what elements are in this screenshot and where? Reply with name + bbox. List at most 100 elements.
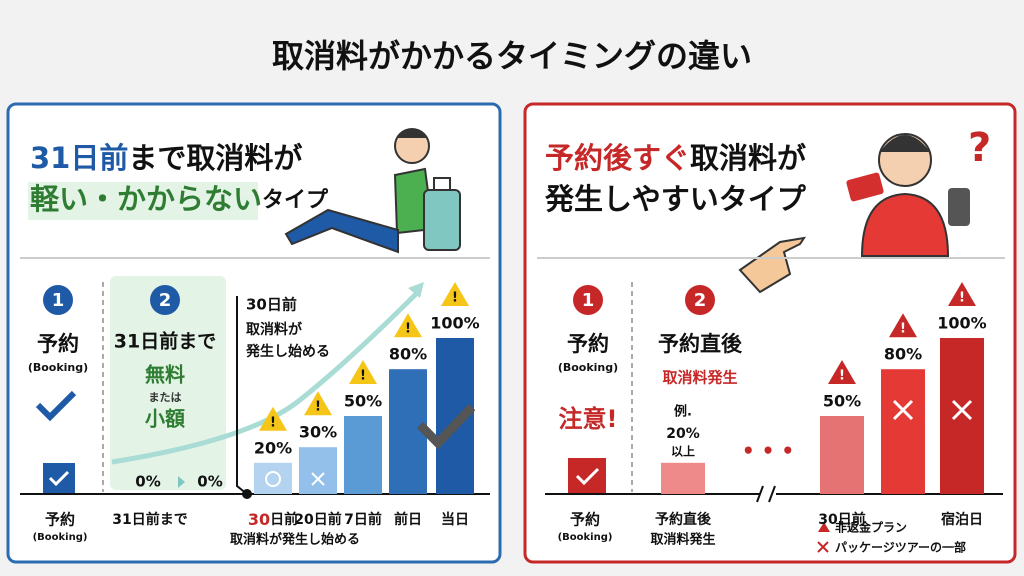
check-box [568,458,606,494]
step-number: 2 [159,290,172,311]
check-icon [48,470,70,487]
x-sub: (Booking) [33,532,88,543]
warning-mark: ! [900,322,906,337]
value-label: 20% [666,426,700,442]
example-suffix: 以上 [671,444,695,459]
rest: タイプ [262,188,329,213]
x-label: 7日前 [344,511,382,528]
warning-mark: ! [360,369,366,384]
warning-icon [349,360,377,384]
highlight [28,182,258,220]
legend-label: パッケージツアーの一部 [835,540,966,555]
x-label: 20日前 [294,511,341,528]
person-illustration [284,128,461,254]
warning-icon [441,282,469,306]
warning-mark: ! [839,369,845,384]
accent: 予約後すぐ [545,141,690,175]
free-zone [110,276,226,490]
x-sub: 取消料発生 [650,532,715,548]
warning-icon [259,406,287,431]
value-label: 50% [344,392,382,411]
x-label: 予約 [45,511,75,529]
warning-mark: ! [270,415,276,430]
x-label: 30日前 [818,511,865,528]
warning-mark: ! [405,322,411,337]
zero-label: 0% [135,473,160,491]
rest: まで取消料が [128,141,302,175]
bar [881,369,925,494]
x-label: 予約直後 [655,511,712,528]
warning-icon [394,313,422,338]
step-sub: 取消料発生 [662,369,737,387]
callout: 取消料が [246,321,303,338]
step-badge [573,285,603,315]
value-label: 30% [299,423,337,442]
check-box [43,463,75,493]
axis-break [756,485,776,503]
value-label: 80% [884,345,922,364]
value-label: 80% [389,345,427,364]
warning-icon [828,360,856,384]
zero-label: 0% [197,473,222,491]
legend-label: 非返金プラン [835,520,907,535]
value-label: 100% [430,314,479,333]
small-arrow [178,476,185,488]
x-label: 予約 [570,511,600,529]
worried-person: ? [738,125,991,294]
bar [820,416,864,494]
step-label: 予約 [37,332,79,356]
check-icon [575,467,600,486]
rest: 取消料が [690,141,806,175]
left-heading: 軽い・かからないタイプ [30,182,329,216]
legend-cross [817,541,829,553]
title: 取消料がかかるタイミングの違い [272,37,752,75]
bar [344,416,382,494]
step-number: 2 [694,290,707,311]
x-label: 宿泊日 [941,511,983,528]
bar [299,447,337,494]
warning-icon [889,313,917,338]
step-sub: (Booking) [28,361,88,374]
step-badge [150,285,180,315]
warning-mark: ! [452,291,458,306]
example-prefix: 例. [674,404,692,420]
value-label: 50% [823,392,861,411]
start-dot [242,489,252,499]
bar-icon [311,472,325,486]
arrow-head [408,282,424,298]
bar [661,462,705,494]
bar-cross [892,399,914,421]
x-num: 30 [248,510,270,529]
x-label: 当日 [441,511,469,528]
bar [254,462,292,494]
step-badge [685,285,715,315]
trend-arrow [111,288,422,465]
accent: 31日前 [30,141,128,175]
x-sub: (Booking) [558,532,613,543]
accent: 軽い・かからない [30,182,262,216]
bar-icon [265,471,281,487]
warning-mark: ! [959,291,965,306]
callout: 発生し始める [245,343,330,360]
svg-text:?: ? [968,125,991,171]
callout: 30日前 [246,296,297,314]
x-label: 31日前まで [112,511,187,528]
step-label: 31日前まで [114,330,216,353]
check-icon [35,390,77,422]
step-label: 予約直後 [658,332,743,356]
bar-cross [951,399,973,421]
bar [940,338,984,494]
x-label: 前日 [394,511,422,528]
x-unit: 日前 [270,511,298,528]
value-label: 100% [937,314,986,333]
free-label: 無料 [145,363,185,387]
step-sub: (Booking) [558,361,618,374]
or-label: または [149,391,182,404]
ellipsis: • • • [742,439,794,463]
step-badge [43,285,73,315]
value-label: 20% [254,438,292,457]
warning-label: 注意! [559,405,618,433]
small-label: 小額 [145,407,185,431]
warning-icon [948,282,976,306]
